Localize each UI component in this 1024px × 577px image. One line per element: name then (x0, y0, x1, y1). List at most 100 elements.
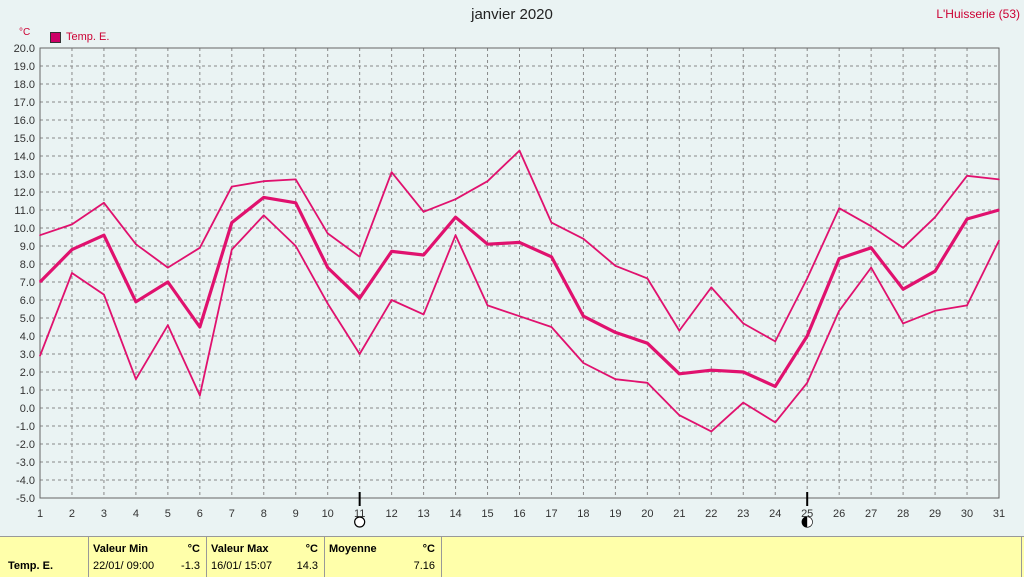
max-value: 14.3 (296, 560, 318, 572)
data-point-mean (710, 369, 713, 372)
data-point-mean (103, 234, 105, 236)
data-point-max (614, 265, 617, 267)
x-tick-label: 17 (545, 508, 557, 520)
x-tick-label: 11 (354, 508, 365, 520)
data-point-max (934, 216, 936, 218)
data-point-mean (614, 331, 617, 334)
x-tick-label: 1 (37, 508, 43, 520)
x-tick-label: 6 (197, 508, 203, 520)
data-point-min (518, 315, 521, 318)
footer-min-cell: Valeur Min °C 22/01/ 09:00 -1.3 (88, 537, 207, 577)
x-tick-label: 27 (865, 508, 877, 520)
x-tick-label: 22 (705, 508, 717, 520)
data-point-max (71, 223, 73, 226)
data-point-max (294, 178, 297, 181)
y-tick-label: 18.0 (14, 79, 35, 91)
y-tick-label: -1.0 (16, 421, 35, 433)
y-axis-unit: °C (19, 27, 31, 38)
data-point-min (422, 313, 425, 316)
data-point-mean (678, 373, 681, 375)
legend-swatch (50, 31, 61, 43)
data-point-max (39, 234, 41, 236)
data-point-min (103, 293, 105, 296)
data-point-max (966, 175, 968, 177)
data-point-mean (838, 257, 840, 260)
x-tick-label: 21 (673, 508, 685, 520)
data-point-max (390, 171, 393, 173)
y-tick-label: 9.0 (20, 241, 35, 253)
x-tick-label: 12 (386, 508, 398, 520)
data-point-max (103, 202, 105, 204)
data-point-max (710, 286, 713, 289)
data-point-min (39, 355, 41, 357)
data-point-mean (518, 241, 521, 244)
x-tick-label: 13 (417, 508, 429, 520)
y-tick-label: 16.0 (14, 115, 35, 127)
y-tick-label: 1.0 (20, 385, 35, 397)
data-point-min (71, 272, 73, 274)
footer-series-cell: Temp. E. (0, 537, 89, 577)
data-point-max (902, 247, 904, 249)
x-tick-label: 24 (769, 508, 781, 520)
x-tick-label: 23 (737, 508, 749, 520)
x-tick-label: 18 (577, 508, 589, 520)
y-tick-label: 5.0 (20, 313, 35, 325)
x-tick-label: 30 (961, 508, 973, 520)
min-date: 22/01/ 09:00 (93, 560, 155, 572)
x-tick-label: 2 (69, 508, 75, 520)
data-point-min (326, 302, 329, 305)
x-tick-label: 16 (513, 508, 525, 520)
data-point-min (742, 401, 745, 404)
x-tick-label: 28 (897, 508, 909, 520)
data-point-min (902, 322, 904, 325)
x-tick-label: 25 (801, 508, 813, 520)
data-point-mean (262, 196, 265, 199)
x-tick-label: 4 (133, 508, 139, 520)
data-point-mean (966, 218, 968, 220)
data-point-min (390, 299, 393, 301)
station-name: L'Huisserie (53) (936, 7, 1020, 21)
data-point-max (742, 322, 745, 325)
y-tick-label: -3.0 (16, 457, 35, 469)
data-point-min (582, 362, 585, 364)
data-point-mean (742, 371, 745, 373)
max-header: Valeur Max (211, 543, 269, 555)
data-point-min (167, 324, 169, 327)
data-point-max (870, 225, 872, 227)
data-point-max (231, 185, 233, 188)
chart-title: janvier 2020 (471, 6, 553, 23)
data-point-max (486, 180, 489, 182)
min-header: Valeur Min (93, 543, 149, 555)
data-point-min (870, 266, 872, 269)
x-tick-label: 19 (609, 508, 621, 520)
x-tick-label: 29 (929, 508, 941, 520)
data-point-min (294, 245, 297, 247)
stats-footer: Temp. E. Valeur Min °C 22/01/ 09:00 -1.3… (0, 536, 1024, 577)
data-point-mean (294, 202, 297, 204)
data-point-mean (774, 385, 777, 388)
y-tick-label: -4.0 (16, 475, 35, 487)
data-point-min (646, 382, 649, 384)
data-point-min (486, 304, 489, 307)
data-point-min (550, 326, 553, 328)
data-point-mean (39, 281, 41, 283)
y-tick-label: 8.0 (20, 259, 35, 271)
data-point-min (199, 394, 201, 397)
data-point-min (934, 310, 936, 312)
data-point-mean (71, 248, 73, 251)
data-point-max (774, 340, 777, 343)
footer-blank-cell (441, 537, 1022, 577)
data-point-max (167, 266, 169, 269)
data-point-mean (998, 209, 1000, 211)
x-tick-label: 3 (101, 508, 107, 520)
data-point-max (998, 178, 1000, 181)
y-tick-label: 4.0 (20, 331, 35, 343)
data-point-min (454, 234, 457, 236)
data-point-max (646, 277, 649, 280)
data-point-min (614, 378, 617, 381)
data-point-max (838, 207, 840, 209)
data-point-min (774, 421, 777, 424)
y-tick-label: 0.0 (20, 403, 35, 415)
data-point-min (262, 214, 265, 217)
y-tick-label: 20.0 (14, 43, 35, 55)
